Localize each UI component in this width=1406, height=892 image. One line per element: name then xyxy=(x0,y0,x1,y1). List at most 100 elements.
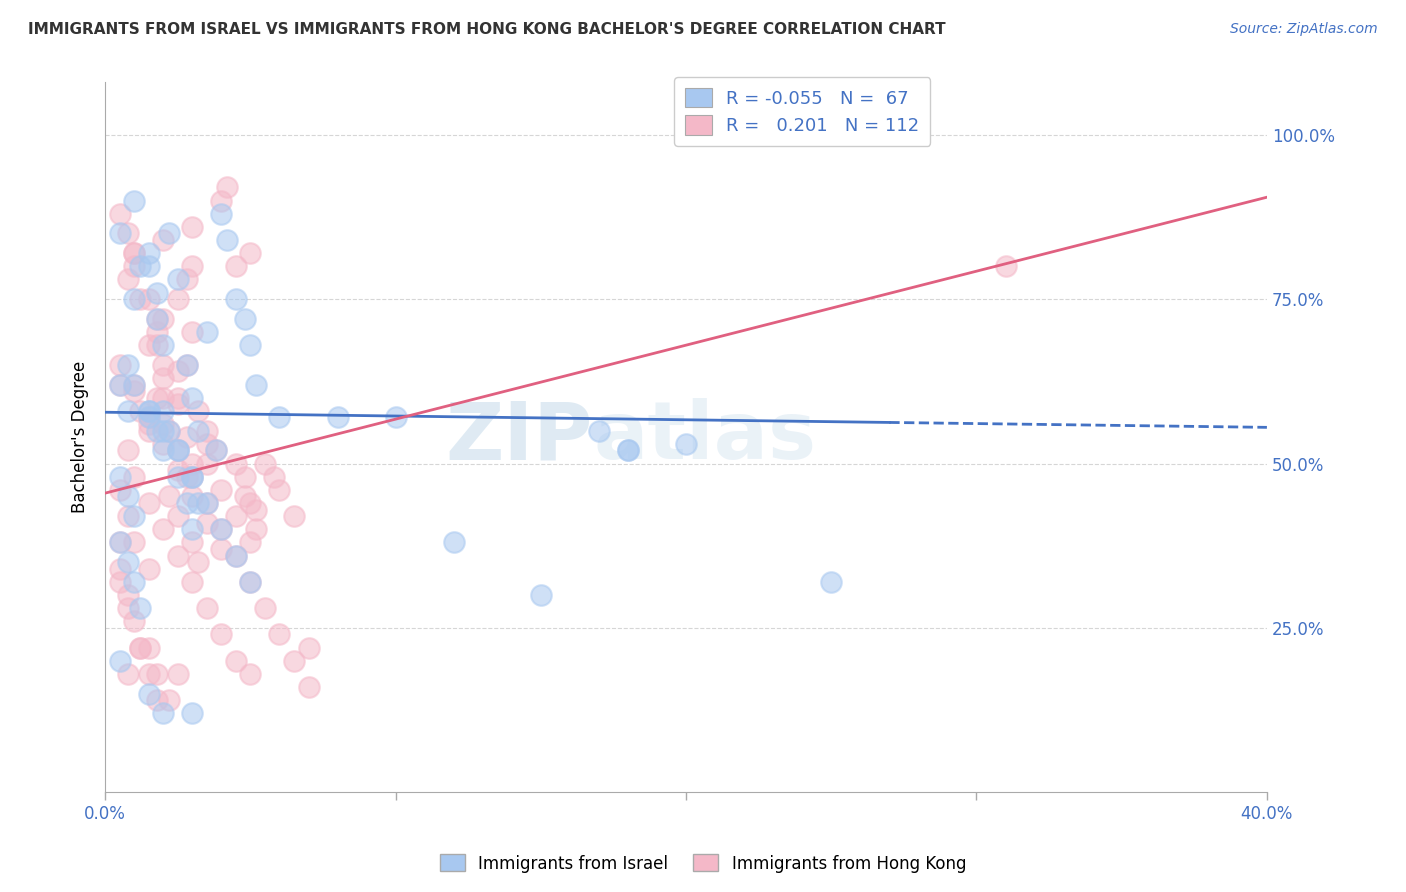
Point xyxy=(166,667,188,681)
Point xyxy=(195,424,218,438)
Point xyxy=(117,555,139,569)
Point xyxy=(146,693,169,707)
Point xyxy=(108,377,131,392)
Point xyxy=(617,443,640,458)
Point xyxy=(269,483,291,497)
Point xyxy=(181,259,204,273)
Point xyxy=(146,391,169,405)
Point xyxy=(225,549,247,563)
Point xyxy=(195,496,218,510)
Point xyxy=(225,259,247,273)
Point xyxy=(152,311,174,326)
Point xyxy=(239,535,262,549)
Point xyxy=(129,640,152,655)
Point xyxy=(146,311,169,326)
Text: atlas: atlas xyxy=(593,398,817,476)
Point xyxy=(181,706,204,721)
Point xyxy=(157,489,180,503)
Point xyxy=(138,424,160,438)
Point xyxy=(108,469,131,483)
Point xyxy=(138,338,160,352)
Text: IMMIGRANTS FROM ISRAEL VS IMMIGRANTS FROM HONG KONG BACHELOR'S DEGREE CORRELATIO: IMMIGRANTS FROM ISRAEL VS IMMIGRANTS FRO… xyxy=(28,22,946,37)
Point xyxy=(181,489,204,503)
Point xyxy=(129,404,152,418)
Point xyxy=(209,541,232,556)
Point xyxy=(176,469,198,483)
Point xyxy=(166,364,188,378)
Point xyxy=(117,509,139,524)
Point xyxy=(108,535,131,549)
Point xyxy=(209,522,232,536)
Point xyxy=(108,483,131,497)
Point xyxy=(233,311,256,326)
Point xyxy=(166,469,188,483)
Point xyxy=(152,437,174,451)
Point xyxy=(122,377,145,392)
Point xyxy=(176,358,198,372)
Point xyxy=(122,384,145,399)
Point xyxy=(225,509,247,524)
Text: Source: ZipAtlas.com: Source: ZipAtlas.com xyxy=(1230,22,1378,37)
Point xyxy=(187,555,209,569)
Point xyxy=(157,424,180,438)
Point xyxy=(157,227,180,241)
Point xyxy=(195,601,218,615)
Point xyxy=(108,574,131,589)
Point xyxy=(195,437,218,451)
Point xyxy=(204,443,226,458)
Point xyxy=(176,358,198,372)
Point xyxy=(225,549,247,563)
Point xyxy=(239,574,262,589)
Y-axis label: Bachelor's Degree: Bachelor's Degree xyxy=(72,361,89,513)
Point xyxy=(129,292,152,306)
Point xyxy=(122,194,145,208)
Point xyxy=(181,535,204,549)
Point xyxy=(617,443,640,458)
Point xyxy=(138,640,160,655)
Point xyxy=(195,457,218,471)
Point xyxy=(152,443,174,458)
Point xyxy=(239,496,262,510)
Point xyxy=(152,358,174,372)
Point xyxy=(283,654,305,668)
Point xyxy=(122,574,145,589)
Point xyxy=(297,640,319,655)
Point xyxy=(129,259,152,273)
Point xyxy=(166,509,188,524)
Point xyxy=(269,410,291,425)
Point xyxy=(108,227,131,241)
Point xyxy=(138,667,160,681)
Point xyxy=(138,404,160,418)
Point xyxy=(181,522,204,536)
Point xyxy=(117,358,139,372)
Legend: Immigrants from Israel, Immigrants from Hong Kong: Immigrants from Israel, Immigrants from … xyxy=(433,847,973,880)
Point xyxy=(269,627,291,641)
Point xyxy=(117,588,139,602)
Point xyxy=(146,285,169,300)
Point xyxy=(122,246,145,260)
Point xyxy=(138,292,160,306)
Point xyxy=(233,489,256,503)
Point xyxy=(326,410,349,425)
Point xyxy=(176,496,198,510)
Text: ZIP: ZIP xyxy=(446,398,593,476)
Point xyxy=(181,574,204,589)
Point xyxy=(239,246,262,260)
Point xyxy=(138,417,160,431)
Point xyxy=(217,180,239,194)
Point xyxy=(117,489,139,503)
Point xyxy=(108,535,131,549)
Point xyxy=(245,377,267,392)
Point xyxy=(122,292,145,306)
Point xyxy=(176,430,198,444)
Point xyxy=(181,469,204,483)
Point xyxy=(117,404,139,418)
Point xyxy=(108,358,131,372)
Point xyxy=(253,457,276,471)
Point xyxy=(166,272,188,286)
Point xyxy=(187,496,209,510)
Point xyxy=(209,207,232,221)
Point xyxy=(245,502,267,516)
Point xyxy=(166,463,188,477)
Point xyxy=(152,424,174,438)
